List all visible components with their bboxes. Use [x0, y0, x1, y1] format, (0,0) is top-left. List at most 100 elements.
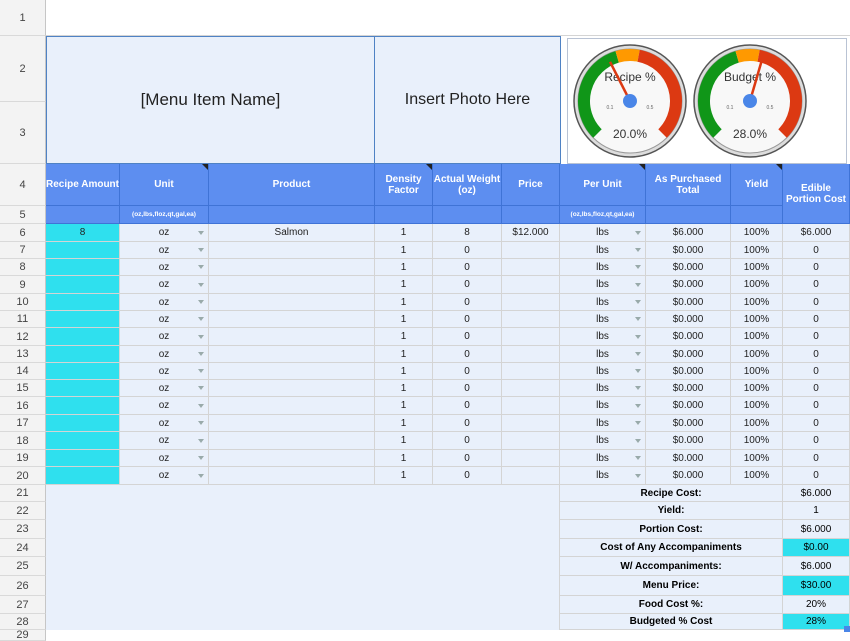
cell-yield[interactable]: 100%	[731, 363, 783, 380]
cell-density[interactable]: 1	[375, 467, 433, 485]
cell-ep-cost[interactable]: 0	[783, 311, 850, 328]
row-header[interactable]: 28	[0, 614, 46, 630]
cell-product[interactable]	[209, 415, 375, 432]
cell-weight[interactable]: 0	[433, 311, 502, 328]
cell-ep-cost[interactable]: 0	[783, 415, 850, 432]
row-header[interactable]: 6	[0, 224, 46, 242]
cell-amount[interactable]: 8	[46, 224, 120, 242]
cell-per-unit[interactable]: lbs	[560, 311, 646, 328]
cell-weight[interactable]: 0	[433, 432, 502, 450]
density-factor-header[interactable]: Density Factor	[375, 164, 433, 206]
dropdown-arrow-icon[interactable]	[198, 300, 204, 304]
cell-price[interactable]	[502, 415, 560, 432]
cell-per-unit[interactable]: lbs	[560, 346, 646, 363]
cell-amount[interactable]	[46, 363, 120, 380]
actual-weight-header[interactable]: Actual Weight (oz)	[433, 164, 502, 206]
dropdown-arrow-icon[interactable]	[635, 230, 641, 235]
cell-density[interactable]: 1	[375, 415, 433, 432]
cell-amount[interactable]	[46, 328, 120, 346]
cell-ap-total[interactable]: $0.000	[646, 242, 731, 259]
cell-unit[interactable]: oz	[120, 294, 209, 311]
cell-product[interactable]	[209, 259, 375, 276]
cell-unit[interactable]: oz	[120, 380, 209, 397]
cell-density[interactable]: 1	[375, 311, 433, 328]
cell-price[interactable]	[502, 380, 560, 397]
cell-per-unit[interactable]: lbs	[560, 259, 646, 276]
cell-yield[interactable]: 100%	[731, 380, 783, 397]
menu-item-name-cell[interactable]: [Menu Item Name]	[46, 36, 375, 164]
cell-amount[interactable]	[46, 415, 120, 432]
summary-value[interactable]: 20%	[783, 596, 850, 614]
cell-product[interactable]	[209, 311, 375, 328]
cell-ap-total[interactable]: $0.000	[646, 467, 731, 485]
row-header[interactable]: 12	[0, 328, 46, 346]
cell-ep-cost[interactable]: 0	[783, 242, 850, 259]
dropdown-arrow-icon[interactable]	[198, 317, 204, 321]
cell-density[interactable]: 1	[375, 346, 433, 363]
dropdown-arrow-icon[interactable]	[198, 386, 204, 390]
row-header[interactable]: 17	[0, 415, 46, 432]
cell-per-unit[interactable]: lbs	[560, 397, 646, 415]
cell-ep-cost[interactable]: 0	[783, 276, 850, 294]
cell-unit[interactable]: oz	[120, 363, 209, 380]
cell-amount[interactable]	[46, 311, 120, 328]
cell-price[interactable]	[502, 450, 560, 467]
cell-per-unit[interactable]: lbs	[560, 242, 646, 259]
cell-per-unit[interactable]: lbs	[560, 224, 646, 242]
cell-weight[interactable]: 0	[433, 294, 502, 311]
summary-value[interactable]: $0.00	[783, 539, 850, 557]
cell-product[interactable]	[209, 432, 375, 450]
selection-handle[interactable]	[844, 626, 850, 632]
cell-price[interactable]	[502, 259, 560, 276]
cell-product[interactable]	[209, 294, 375, 311]
cell-product[interactable]	[209, 380, 375, 397]
cell-amount[interactable]	[46, 346, 120, 363]
summary-value[interactable]: $30.00	[783, 576, 850, 596]
cell-amount[interactable]	[46, 242, 120, 259]
product-header[interactable]: Product	[209, 164, 375, 206]
cell-product[interactable]	[209, 450, 375, 467]
cell-ep-cost[interactable]: 0	[783, 328, 850, 346]
dropdown-arrow-icon[interactable]	[635, 300, 641, 304]
cell-price[interactable]	[502, 294, 560, 311]
cell-yield[interactable]: 100%	[731, 467, 783, 485]
cell-yield[interactable]: 100%	[731, 415, 783, 432]
summary-value[interactable]: $6.000	[783, 485, 850, 502]
cell-unit[interactable]: oz	[120, 224, 209, 242]
cell-price[interactable]	[502, 242, 560, 259]
dropdown-arrow-icon[interactable]	[198, 369, 204, 373]
cell-price[interactable]	[502, 328, 560, 346]
cell-ep-cost[interactable]: 0	[783, 346, 850, 363]
photo-placeholder-cell[interactable]: Insert Photo Here	[375, 36, 561, 164]
row-header[interactable]: 15	[0, 380, 46, 397]
cell-per-unit[interactable]: lbs	[560, 363, 646, 380]
edible-portion-cost-header[interactable]: Edible Portion Cost	[783, 164, 850, 224]
row-header[interactable]: 21	[0, 485, 46, 502]
cell-yield[interactable]: 100%	[731, 450, 783, 467]
cell-weight[interactable]: 0	[433, 276, 502, 294]
recipe-amount-header[interactable]: Recipe Amount	[46, 164, 120, 206]
dropdown-arrow-icon[interactable]	[198, 403, 204, 408]
cell-ap-total[interactable]: $0.000	[646, 432, 731, 450]
cell-ap-total[interactable]: $0.000	[646, 346, 731, 363]
cell-product[interactable]	[209, 328, 375, 346]
cell-unit[interactable]: oz	[120, 259, 209, 276]
cell-yield[interactable]: 100%	[731, 276, 783, 294]
cell-amount[interactable]	[46, 432, 120, 450]
cell-product[interactable]	[209, 242, 375, 259]
summary-value[interactable]: $6.000	[783, 520, 850, 539]
row-header[interactable]: 25	[0, 557, 46, 576]
cell-density[interactable]: 1	[375, 328, 433, 346]
row-header[interactable]: 23	[0, 520, 46, 539]
cell-product[interactable]	[209, 346, 375, 363]
row-header[interactable]: 19	[0, 450, 46, 467]
cell-density[interactable]: 1	[375, 363, 433, 380]
cell-density[interactable]: 1	[375, 242, 433, 259]
cell-weight[interactable]: 0	[433, 242, 502, 259]
dropdown-arrow-icon[interactable]	[198, 248, 204, 252]
cell-per-unit[interactable]: lbs	[560, 450, 646, 467]
cell-ap-total[interactable]: $0.000	[646, 311, 731, 328]
dropdown-arrow-icon[interactable]	[198, 352, 204, 356]
cell-unit[interactable]: oz	[120, 450, 209, 467]
cell-density[interactable]: 1	[375, 276, 433, 294]
